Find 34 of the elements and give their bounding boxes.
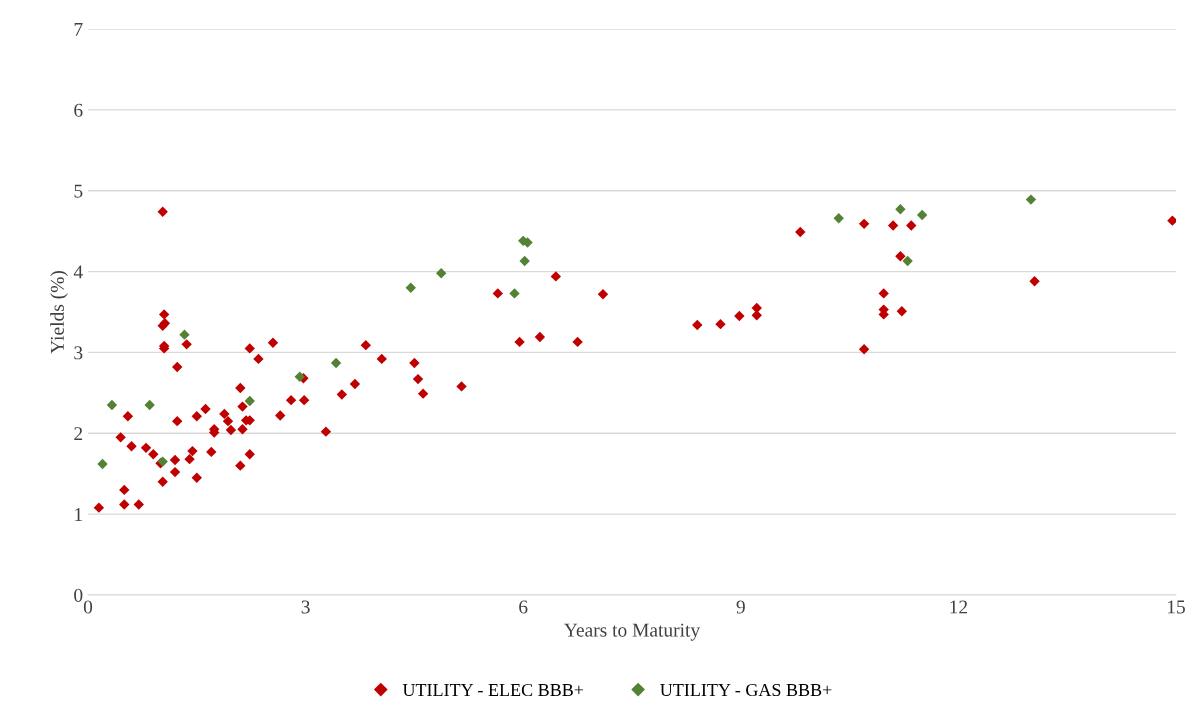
point (519, 255, 530, 267)
point (97, 458, 108, 470)
y-tick-label: 4 (73, 265, 83, 279)
point (294, 371, 305, 382)
point (106, 399, 118, 411)
x-tick-label: 12 (950, 600, 968, 614)
point (436, 267, 447, 279)
point (916, 209, 928, 221)
x-tick-label: 0 (83, 600, 93, 614)
legend-label: UTILITY - ELEC BBB+ (402, 683, 584, 697)
x-tick-label: 3 (301, 600, 310, 614)
point (833, 213, 844, 224)
x-tick-label: 15 (1167, 600, 1185, 614)
x-tick-label: 6 (519, 600, 528, 614)
y-tick-label: 7 (74, 23, 83, 36)
x-axis-title: Years to Maturity (564, 623, 701, 641)
y-tick-label: 5 (74, 184, 83, 198)
point (509, 288, 520, 299)
point (179, 329, 190, 340)
point (895, 204, 906, 215)
legend-label: UTILITY - GAS BBB+ (660, 683, 832, 697)
point (144, 399, 155, 411)
y-tick-label: 1 (75, 508, 82, 521)
point (1025, 194, 1037, 205)
y-tick-label: 0 (74, 588, 83, 602)
y-tick-label: 6 (74, 103, 83, 117)
point (330, 357, 342, 369)
y-axis-title: Yields (%) (50, 271, 68, 354)
x-tick-label: 9 (736, 600, 745, 614)
point (244, 395, 255, 407)
point (902, 255, 913, 267)
y-tick-label: 3 (74, 346, 83, 360)
y-tick-label: 2 (74, 427, 83, 441)
point (405, 282, 416, 293)
